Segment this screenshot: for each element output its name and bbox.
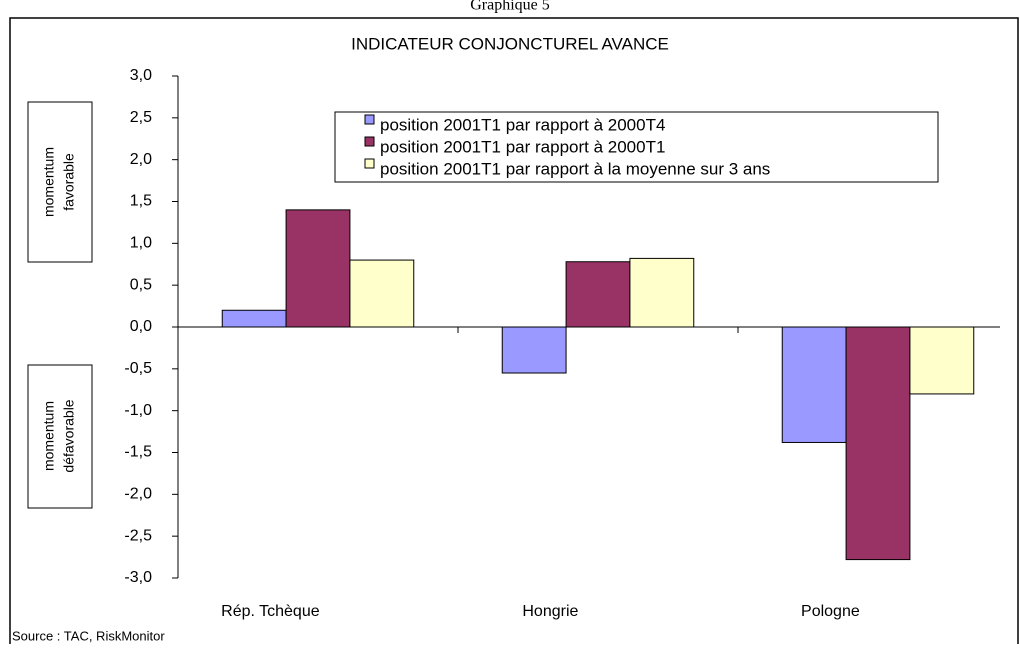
bar — [629, 257, 695, 328]
bar — [285, 209, 351, 328]
bar — [845, 326, 911, 561]
legend-label: position 2001T1 par rapport à 2000T4 — [380, 115, 665, 134]
y-tick-label: 1,0 — [130, 235, 152, 252]
annotation-text: défavorable — [61, 399, 77, 472]
legend-label: position 2001T1 par rapport à la moyenne… — [380, 159, 770, 178]
y-tick-label: 2,0 — [130, 151, 152, 168]
legend-box — [334, 111, 939, 183]
x-tick-label: Pologne — [801, 603, 860, 620]
y-tick-label: 0,5 — [130, 276, 152, 293]
legend-swatch — [364, 136, 375, 147]
chart-title: INDICATEUR CONJONCTUREL AVANCE — [351, 34, 669, 53]
bar — [221, 309, 287, 328]
y-tick-label: 0,0 — [130, 318, 152, 335]
y-tick-label: -2,0 — [124, 486, 152, 503]
y-tick-label: -2,5 — [124, 527, 152, 544]
y-tick-label: -0,5 — [124, 360, 152, 377]
y-tick-label: -3,0 — [124, 569, 152, 586]
bar — [565, 261, 631, 328]
x-tick-label: Hongrie — [522, 603, 578, 620]
frame — [9, 17, 1019, 649]
annotation-text: momentum — [41, 147, 57, 217]
legend-swatch — [364, 158, 375, 169]
annotation-box — [27, 364, 93, 509]
annotation-box — [27, 101, 93, 263]
legend-swatch — [364, 114, 375, 125]
y-tick-label: 2,5 — [130, 109, 152, 126]
legend-label: position 2001T1 par rapport à 2000T1 — [380, 137, 665, 156]
annotation-text: favorable — [61, 153, 77, 211]
source: Source : TAC, RiskMonitor — [12, 628, 165, 643]
annotation-text: momentum — [41, 401, 57, 471]
heading: Graphique 5 — [470, 0, 550, 14]
annotation: momentum favorable — [41, 147, 77, 217]
bar — [909, 326, 975, 395]
bar — [501, 326, 567, 374]
y-tick-label: -1,0 — [124, 402, 152, 419]
bar — [349, 259, 415, 328]
bar — [781, 326, 847, 443]
annotation: momentum défavorable — [41, 399, 77, 472]
y-tick-label: 3,0 — [130, 67, 152, 84]
x-tick-label: Rép. Tchèque — [221, 603, 320, 620]
y-tick-label: -1,5 — [124, 444, 152, 461]
y-tick-label: 1,5 — [130, 193, 152, 210]
